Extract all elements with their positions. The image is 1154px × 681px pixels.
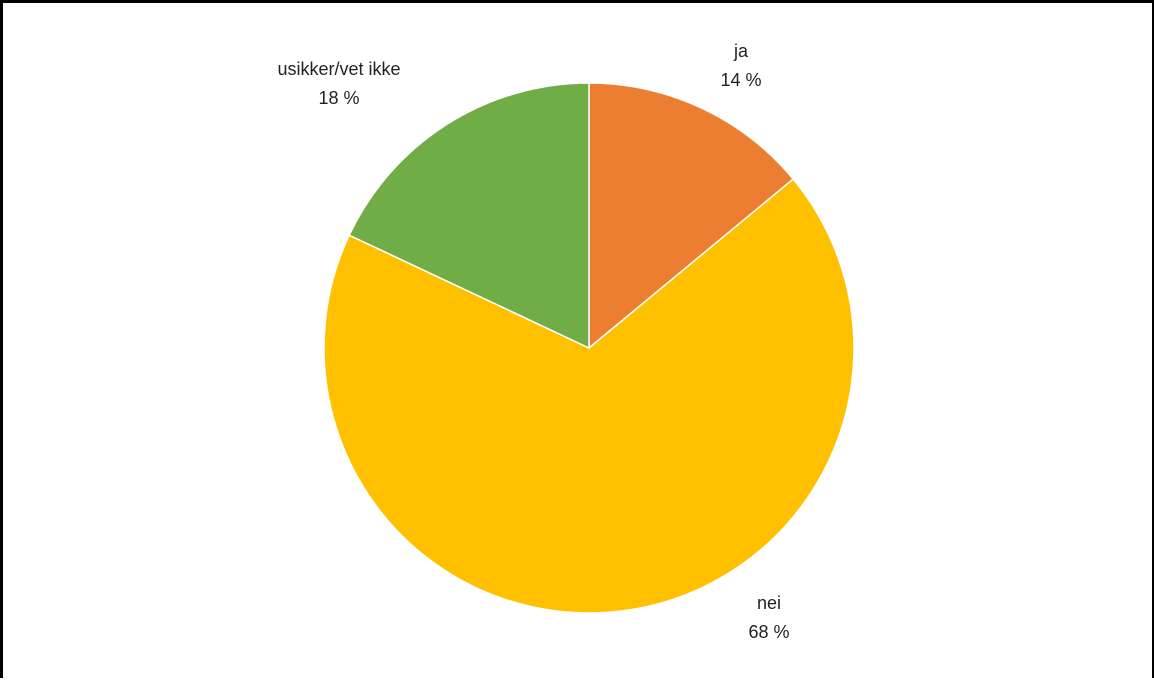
pie-slice-nei xyxy=(323,178,855,614)
pie-slices xyxy=(323,82,855,614)
slice-label-ja-name: ja xyxy=(733,41,749,61)
slice-label-ja-percent: 14 % xyxy=(720,70,761,90)
slice-label-usikker-percent: 18 % xyxy=(318,88,359,108)
pie-slice-ja xyxy=(588,82,795,350)
slice-label-nei-name: nei xyxy=(757,593,781,613)
pie-slice-usikker-vet-ikke xyxy=(348,82,590,350)
slice-label-usikker-name: usikker/vet ikke xyxy=(277,59,400,79)
pie-chart: ja 14 % nei 68 % usikker/vet ikke 18 % xyxy=(277,41,855,642)
slice-label-nei-percent: 68 % xyxy=(748,622,789,642)
